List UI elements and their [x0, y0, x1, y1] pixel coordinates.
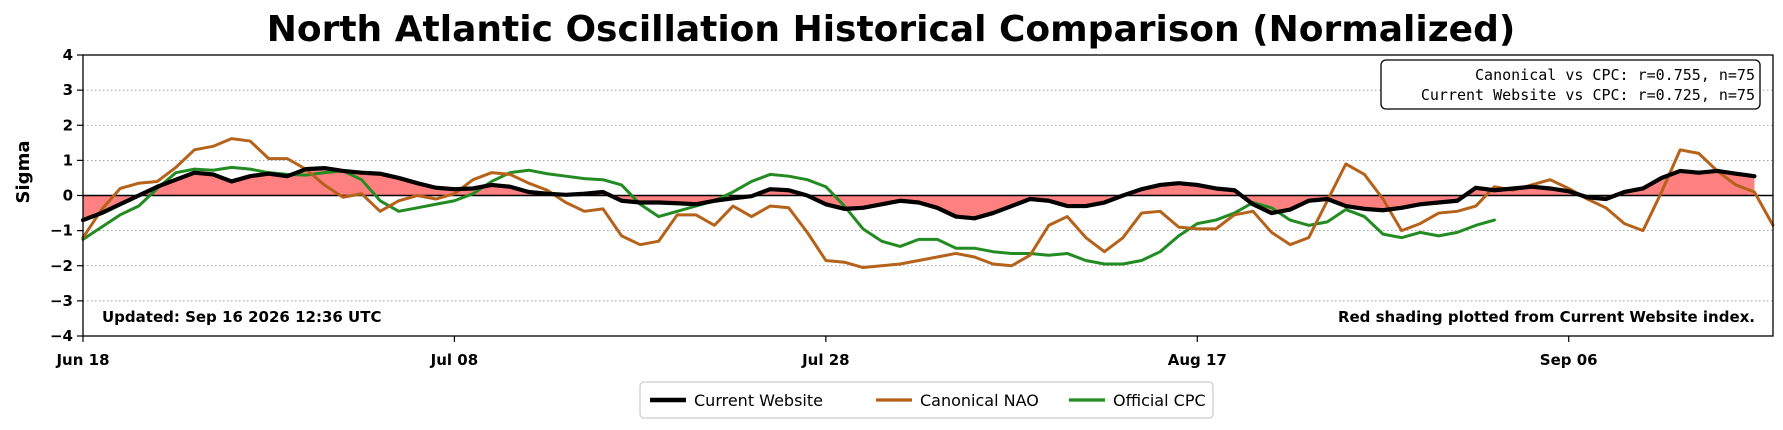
stats-box-frame: [1380, 59, 1761, 110]
y-tick-label: 3: [63, 81, 73, 99]
y-tick-label: 1: [63, 151, 73, 169]
updated-note: Updated: Sep 16 2026 12:36 UTC: [102, 308, 381, 326]
y-tick-label: 0: [63, 187, 73, 205]
y-tick-label: −1: [50, 222, 73, 240]
x-axis: Jun 18 Jul 08 Jul 28 Aug 17 Sep 06: [55, 336, 1598, 369]
current-website-shading: [83, 168, 1755, 221]
stats-line-1: Canonical vs CPC: r=0.755, n=75: [1475, 66, 1755, 84]
y-tick-label: −2: [50, 257, 73, 275]
legend-label: Official CPC: [1113, 391, 1206, 410]
stats-line-2: Current Website vs CPC: r=0.725, n=75: [1421, 86, 1755, 104]
y-axis-label: Sigma: [13, 141, 34, 204]
y-tick-label: 2: [63, 116, 73, 134]
stats-box: Canonical vs CPC: r=0.755, n=75 Current …: [1380, 59, 1761, 110]
legend-label: Canonical NAO: [920, 391, 1039, 410]
series-line-current-website: [80, 166, 1757, 223]
x-tick-label: Jul 08: [430, 351, 479, 369]
y-tick-label: −3: [50, 292, 73, 310]
x-tick-label: Sep 06: [1540, 351, 1598, 369]
legend-label: Current Website: [694, 391, 823, 410]
x-tick-label: Jun 18: [55, 351, 109, 369]
legend-frame: [639, 381, 1214, 419]
y-tick-label: −4: [50, 327, 73, 345]
series-line-official-cpc: [81, 165, 1496, 266]
shading-note: Red shading plotted from Current Website…: [1338, 308, 1755, 326]
x-tick-label: Jul 28: [801, 351, 850, 369]
chart-title: North Atlantic Oscillation Historical Co…: [267, 9, 1516, 50]
y-tick-label: 4: [63, 46, 73, 64]
x-tick-label: Aug 17: [1168, 351, 1227, 369]
legend: Current Website Canonical NAO Official CPC: [639, 381, 1214, 419]
series-lines: [80, 137, 1775, 270]
y-axis: −4 −3 −2 −1 0 1 2 3 4: [50, 46, 83, 345]
